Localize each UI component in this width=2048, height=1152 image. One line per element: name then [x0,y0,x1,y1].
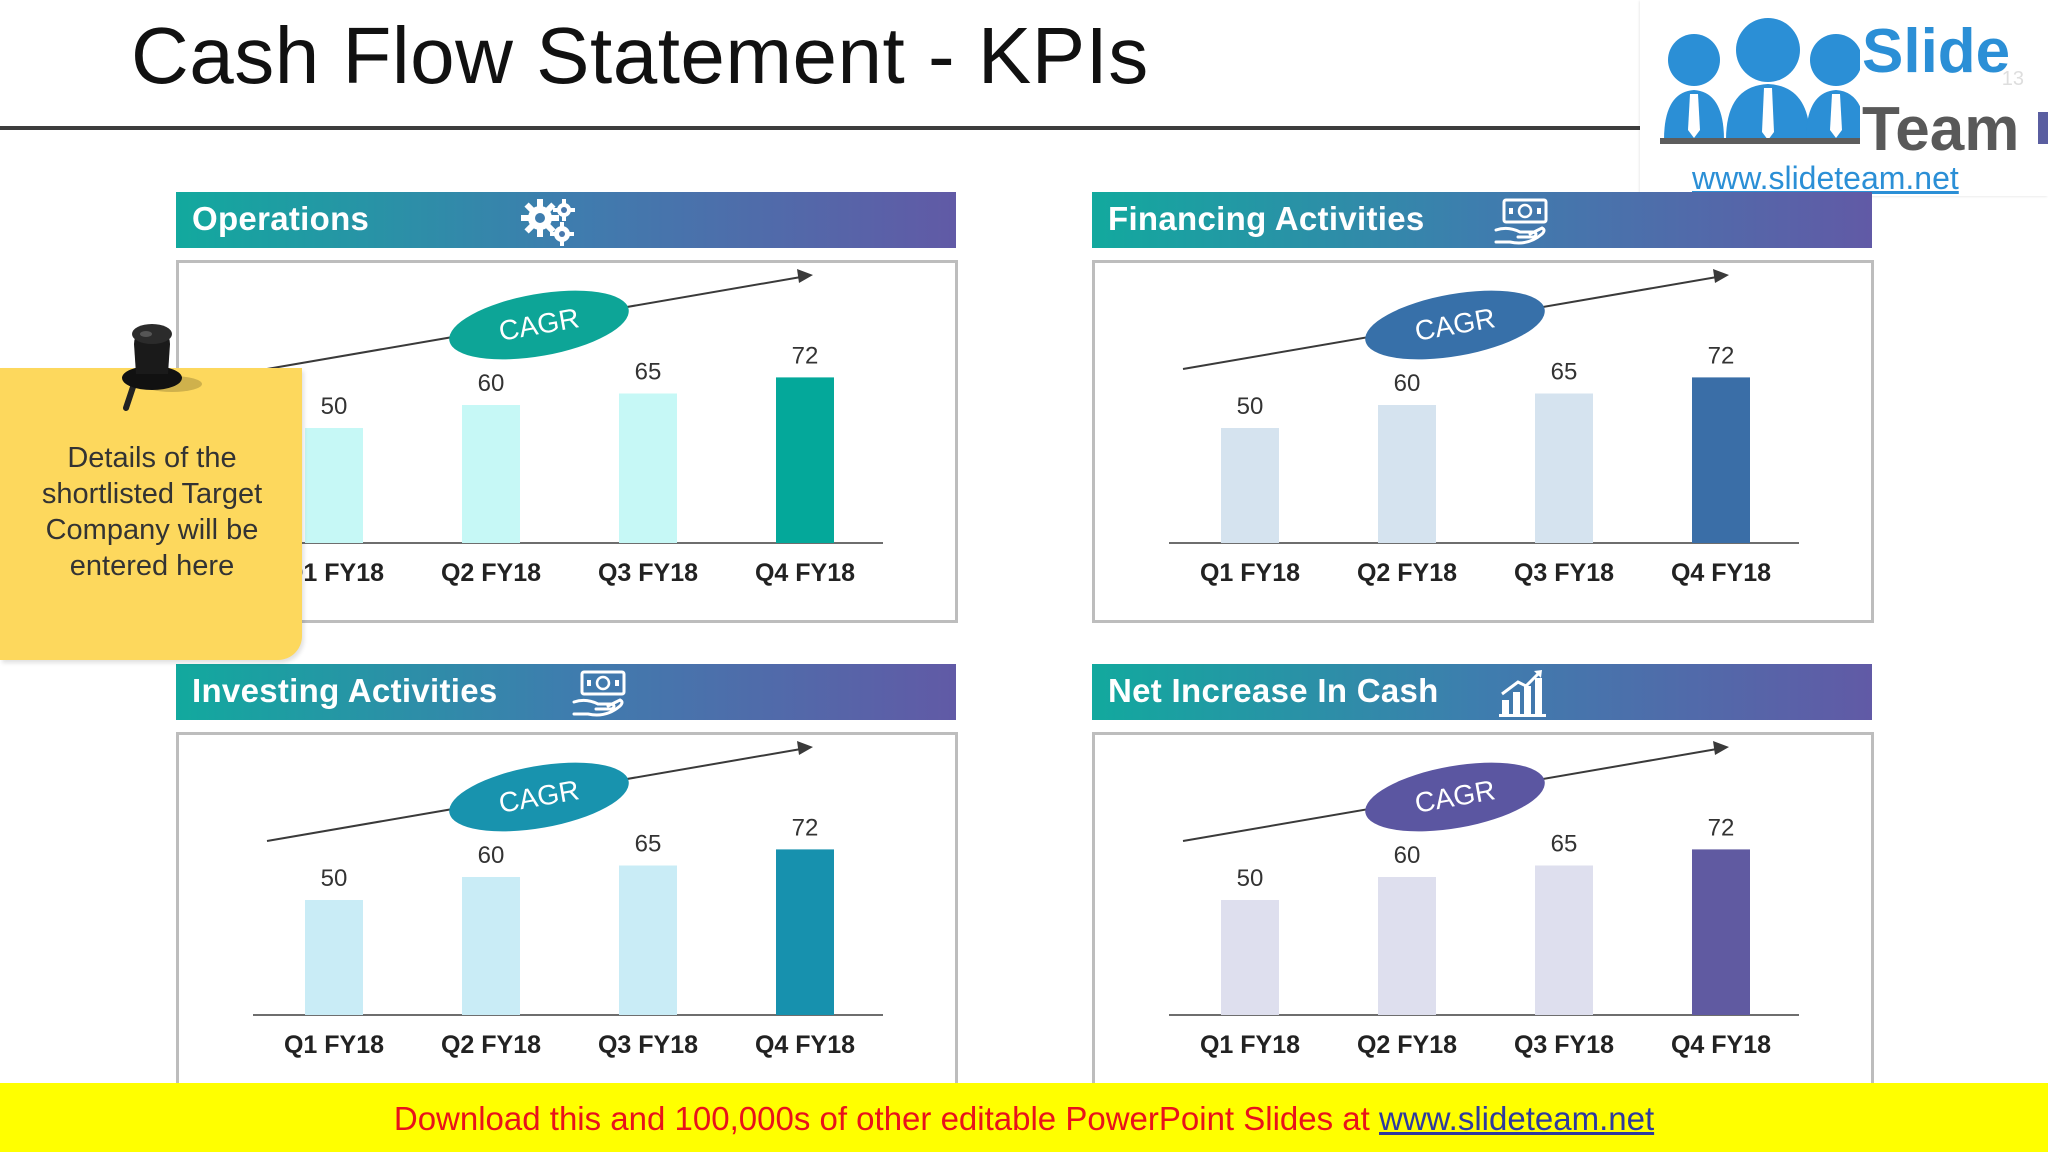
chart-area: 50 Q1 FY18 60 Q2 FY18 65 Q3 FY18 72 Q4 FY18 CAGR [1092,260,1874,623]
bar-1 [1221,428,1279,543]
page-title: Cash Flow Statement - KPIs [131,11,1149,100]
operations-panel: Operations [176,192,958,624]
panel-header: Operations [176,192,956,248]
cagr-badge: CAGR [1365,762,1545,832]
logo-slide-text: Slide [1862,17,2011,86]
bar-growth-icon [1498,668,1548,723]
category-label-4: Q4 FY18 [1671,559,1771,587]
bar-2 [1378,405,1436,543]
data-label-1: 50 [1237,393,1264,420]
page-number: 13 [2001,68,2024,90]
category-label-3: Q3 FY18 [598,559,698,587]
cagr-oval [449,290,629,360]
category-label-2: Q2 FY18 [1357,1031,1457,1059]
category-label-4: Q4 FY18 [755,1031,855,1059]
logo-tab [2038,112,2048,144]
data-label-2: 60 [478,842,505,869]
money-hand-icon [572,668,628,723]
data-label-1: 50 [321,393,348,420]
bar-1 [305,428,363,543]
bar-3 [1535,865,1593,1015]
cagr-oval [1365,762,1545,832]
logo-team-text: Team [1862,95,2020,164]
cagr-arrowhead [1713,269,1729,283]
data-label-4: 72 [792,814,819,841]
category-label-4: Q4 FY18 [755,559,855,587]
people-logo-icon [1660,18,1860,144]
banner-link[interactable]: www.slideteam.net [1379,1100,1655,1137]
data-label-3: 65 [1551,831,1578,858]
data-label-1: 50 [1237,865,1264,892]
data-label-4: 72 [1708,814,1735,841]
data-label-2: 60 [1394,842,1421,869]
slideteam-logo[interactable]: Slide Team www.slideteam.net 13 [1640,0,2048,196]
cagr-oval [1365,290,1545,360]
gears-icon [520,196,578,253]
investing-activities-panel: Investing Activities 50 Q1 FY18 60 Q2 FY18 6… [176,664,958,1096]
financing-activities-panel: Financing Activities 50 Q1 FY18 60 Q2 FY18 6… [1092,192,1874,624]
data-label-1: 50 [321,865,348,892]
chart-area: 50 Q1 FY18 60 Q2 FY18 65 Q3 FY18 72 Q4 FY18 CAGR [1092,732,1874,1095]
bar-3 [619,393,677,543]
bar-2 [462,877,520,1015]
bar-2 [1378,877,1436,1015]
category-label-1: Q1 FY18 [284,1031,384,1059]
panel-title: Operations [192,200,370,237]
sticky-note-text: Details of the shortlisted Target Compan… [41,442,263,582]
panel-title: Net Increase In Cash [1108,672,1439,709]
cagr-badge: CAGR [449,762,629,832]
category-label-3: Q3 FY18 [1514,1031,1614,1059]
category-label-1: Q1 FY18 [1200,1031,1300,1059]
title-divider [0,126,1645,130]
chart-area: 50 Q1 FY18 60 Q2 FY18 65 Q3 FY18 72 Q4 FY18 CAGR [176,260,958,623]
cagr-oval [449,762,629,832]
banner-message: Download this and 100,000s of other edit… [393,1100,1379,1137]
net-increase-in-cash-panel: Net Increase In Cash 50 Q1 FY18 60 Q2 FY18 6… [1092,664,1874,1096]
bar-3 [619,865,677,1015]
category-label-4: Q4 FY18 [1671,1031,1771,1059]
cagr-badge: CAGR [449,290,629,360]
logo-url-link[interactable]: www.slideteam.net [1692,160,1959,196]
cagr-arrowhead [1713,741,1729,755]
bar-chart-financing: 50 Q1 FY18 60 Q2 FY18 65 Q3 FY18 72 Q4 FY18 CAGR [1169,269,1799,587]
bar-2 [462,405,520,543]
data-label-2: 60 [478,370,505,397]
bar-4 [776,849,834,1015]
money-hand-icon [1494,196,1550,251]
bar-1 [1221,900,1279,1015]
data-label-3: 65 [635,831,662,858]
category-label-2: Q2 FY18 [441,1031,541,1059]
bar-chart-net-increase: 50 Q1 FY18 60 Q2 FY18 65 Q3 FY18 72 Q4 FY18 CAGR [1169,741,1799,1059]
bar-4 [1692,377,1750,543]
bar-4 [776,377,834,543]
panel-header: Financing Activities [1092,192,1872,248]
sticky-note: Details of the shortlisted Target Compan… [0,368,302,660]
data-label-4: 72 [1708,342,1735,369]
panel-title: Financing Activities [1108,200,1425,237]
bar-1 [305,900,363,1015]
push-pin-icon [122,324,202,411]
panel-header: Investing Activities [176,664,956,720]
bar-4 [1692,849,1750,1015]
data-label-4: 72 [792,342,819,369]
download-banner: Download this and 100,000s of other edit… [0,1083,2048,1152]
data-label-3: 65 [635,359,662,386]
panel-header: Net Increase In Cash [1092,664,1872,720]
banner-text: Download this and 100,000s of other edit… [0,1100,2048,1138]
category-label-3: Q3 FY18 [598,1031,698,1059]
bar-chart-investing: 50 Q1 FY18 60 Q2 FY18 65 Q3 FY18 72 Q4 FY18 CAGR [253,741,883,1059]
chart-area: 50 Q1 FY18 60 Q2 FY18 65 Q3 FY18 72 Q4 FY18 CAGR [176,732,958,1095]
cagr-arrowhead [797,269,813,283]
data-label-2: 60 [1394,370,1421,397]
panel-title: Investing Activities [192,672,498,709]
category-label-2: Q2 FY18 [1357,559,1457,587]
category-label-1: Q1 FY18 [1200,559,1300,587]
category-label-3: Q3 FY18 [1514,559,1614,587]
category-label-2: Q2 FY18 [441,559,541,587]
bar-3 [1535,393,1593,543]
cagr-arrowhead [797,741,813,755]
data-label-3: 65 [1551,359,1578,386]
cagr-badge: CAGR [1365,290,1545,360]
